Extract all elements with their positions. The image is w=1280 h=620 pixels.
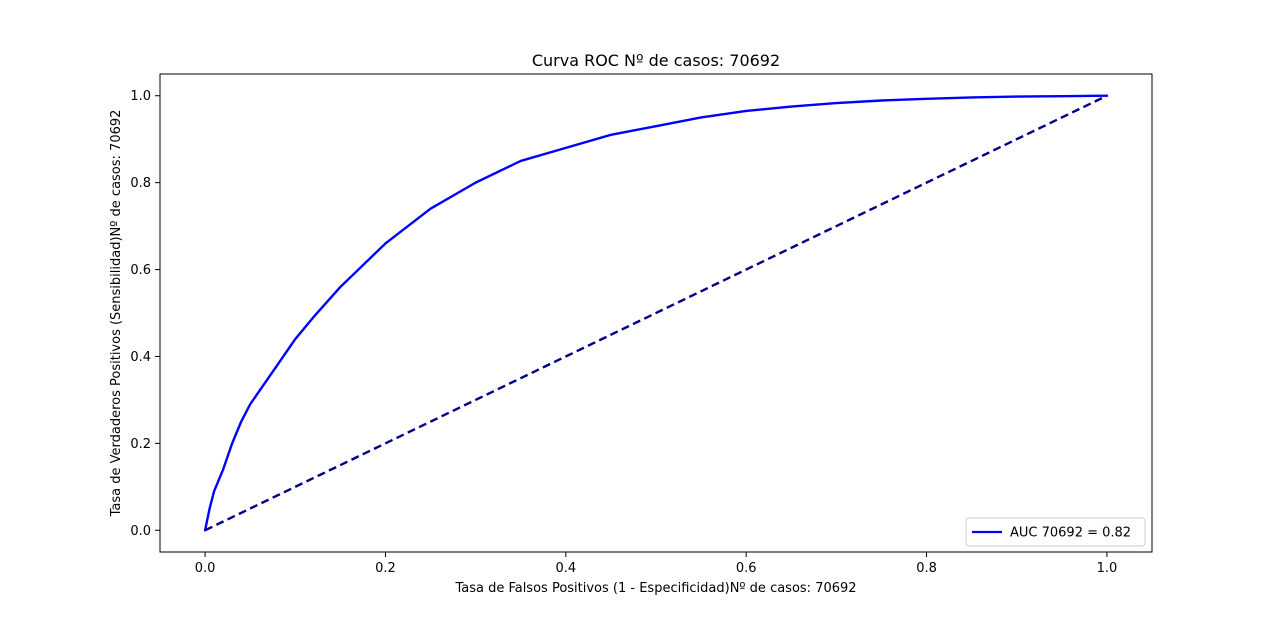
y-tick-label: 0.4 (130, 350, 151, 365)
series-layer (203, 94, 1109, 532)
chart-title: Curva ROC Nº de casos: 70692 (532, 51, 780, 70)
y-axis-label: Tasa de Verdaderos Positivos (Sensibilid… (109, 110, 124, 518)
x-tick-label: 0.4 (555, 561, 576, 576)
legend-box (965, 517, 1146, 547)
x-tick-label: 0.6 (736, 561, 757, 576)
x-tick-label: 1.0 (1097, 561, 1118, 576)
y-tick-label: 0.6 (130, 263, 151, 278)
legend-label-auc: AUC 70692 = 0.82 (1010, 526, 1131, 541)
x-tick-label: 0.2 (375, 561, 396, 576)
x-tick-label: 0.0 (195, 561, 216, 576)
y-tick-label: 0.0 (130, 524, 151, 539)
y-tick-label: 0.8 (130, 176, 151, 191)
roc-curve-line (203, 94, 1109, 532)
legend: AUC 70692 = 0.82 (965, 517, 1146, 547)
x-axis-label: Tasa de Falsos Positivos (1 - Especifici… (454, 581, 856, 596)
y-tick-label: 0.2 (130, 437, 151, 452)
y-tick-label: 1.0 (130, 89, 151, 104)
y-axis: 0.0 0.2 0.4 0.6 0.8 1.0 (130, 89, 160, 539)
x-axis: 0.0 0.2 0.4 0.6 0.8 1.0 (195, 552, 1118, 576)
x-tick-label: 0.8 (916, 561, 937, 576)
diagonal-reference-line (204, 94, 1108, 532)
